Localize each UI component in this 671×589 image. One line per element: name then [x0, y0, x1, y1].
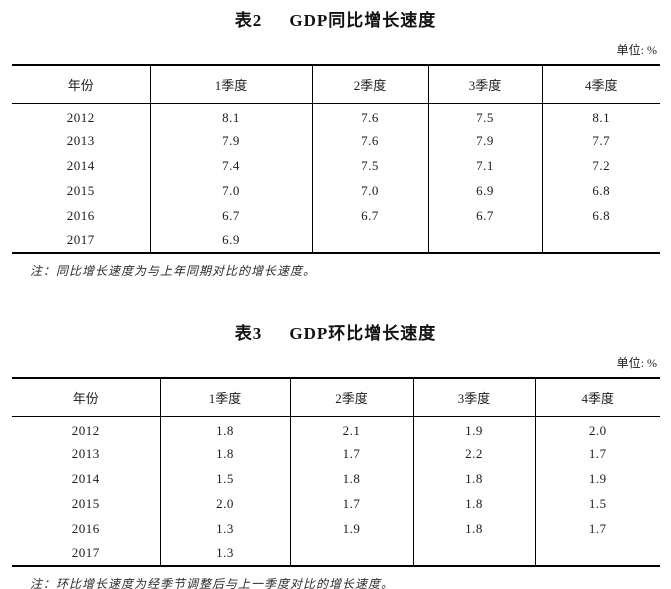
table-cell: 1.3 [159, 541, 290, 566]
table-cell: 1.8 [159, 416, 290, 441]
table-cell: 1.7 [289, 441, 413, 466]
table-cell: 2013 [71, 445, 100, 461]
column-header-q2: 2季度 [311, 65, 428, 104]
table-cell: 7.5 [427, 103, 542, 128]
table-row: 2014 1.5 1.8 1.8 1.9 [12, 466, 660, 491]
table-cell: 7.7 [541, 128, 660, 153]
table-cell: 2014 [66, 157, 95, 173]
table-header-row: 年份 1季度 2季度 3季度 4季度 [12, 378, 660, 417]
table-cell: 1.5 [159, 466, 290, 491]
table-cell: 7.5 [311, 153, 428, 178]
table-row: 2015 7.0 7.0 6.9 6.8 [12, 178, 660, 203]
table-cell: 1.3 [159, 516, 290, 541]
table-cell: 1.8 [159, 441, 290, 466]
table-cell: 2017 [71, 545, 100, 560]
table-cell: 6.7 [149, 203, 312, 228]
table-cell: 7.6 [311, 128, 428, 153]
column-header-year: 年份 [12, 378, 160, 417]
table-cell: 2013 [66, 132, 95, 148]
table2-note: 注：同比增长速度为与上年同期对比的增长速度。 [30, 264, 317, 278]
section-gdp-yoy: 表2 GDP同比增长速度 单位: % 年份 1季度 2季度 3季度 4季度 201… [0, 0, 671, 279]
table-cell [541, 228, 660, 253]
table-cell: 2016 [66, 207, 95, 223]
table2-title: 表2 GDP同比增长速度 [0, 0, 671, 32]
table-cell: 8.1 [541, 103, 660, 128]
table-cell: 1.9 [412, 416, 535, 441]
table-row: 2016 1.3 1.9 1.8 1.7 [12, 516, 660, 541]
table-cell: 1.5 [534, 491, 660, 516]
table-cell: 2.0 [159, 491, 290, 516]
table-row: 2014 7.4 7.5 7.1 7.2 [12, 153, 660, 178]
table-cell: 2.1 [289, 416, 413, 441]
table-cell: 7.6 [311, 103, 428, 128]
table-row: 2012 1.8 2.1 1.9 2.0 [12, 416, 660, 441]
table-cell: 7.2 [541, 153, 660, 178]
table-cell: 2012 [66, 109, 95, 125]
table-cell: 1.8 [412, 466, 535, 491]
table-cell: 2.2 [412, 441, 535, 466]
column-header-year: 年份 [12, 65, 150, 104]
column-header-q3: 3季度 [412, 378, 535, 417]
table-cell: 2017 [66, 232, 95, 247]
table-cell: 1.8 [289, 466, 413, 491]
table2-title-text: GDP同比增长速度 [289, 11, 437, 30]
table-row: 2017 1.3 [12, 541, 660, 566]
table-cell: 1.9 [289, 516, 413, 541]
table-row: 2013 1.8 1.7 2.2 1.7 [12, 441, 660, 466]
table-cell [289, 541, 413, 566]
table-row: 2016 6.7 6.7 6.7 6.8 [12, 203, 660, 228]
table-row: 2015 2.0 1.7 1.8 1.5 [12, 491, 660, 516]
table-cell: 7.0 [311, 178, 428, 203]
column-header-q4: 4季度 [541, 65, 660, 104]
section-gdp-qoq: 表3 GDP环比增长速度 单位: % 年份 1季度 2季度 3季度 4季度 201… [0, 313, 671, 589]
table-cell: 2015 [71, 495, 100, 511]
table-cell: 1.8 [412, 516, 535, 541]
table3-title-text: GDP环比增长速度 [289, 324, 437, 343]
table-cell: 2015 [66, 182, 95, 198]
column-header-q4: 4季度 [534, 378, 660, 417]
table-cell [427, 228, 542, 253]
column-header-q1: 1季度 [159, 378, 290, 417]
table-cell: 8.1 [149, 103, 312, 128]
table-cell: 2012 [71, 422, 100, 438]
table-cell: 1.7 [289, 491, 413, 516]
table-cell [311, 228, 428, 253]
column-header-q3: 3季度 [427, 65, 542, 104]
table-cell: 6.7 [311, 203, 428, 228]
table3-unit-label: 单位: % [616, 356, 657, 370]
table-cell [412, 541, 535, 566]
column-header-q2: 2季度 [289, 378, 413, 417]
table-cell: 2016 [71, 520, 100, 536]
table3-number: 表3 [234, 324, 263, 343]
table3-note: 注：环比增长速度为经季节调整后与上一季度对比的增长速度。 [30, 577, 395, 589]
table-header-row: 年份 1季度 2季度 3季度 4季度 [12, 65, 660, 104]
table3-title: 表3 GDP环比增长速度 [0, 313, 671, 345]
table-cell: 6.7 [427, 203, 542, 228]
table-cell: 6.9 [149, 228, 312, 253]
table-cell: 7.9 [427, 128, 542, 153]
table-cell: 6.8 [541, 203, 660, 228]
table-row: 2012 8.1 7.6 7.5 8.1 [12, 103, 660, 128]
table-row: 2017 6.9 [12, 228, 660, 253]
table-cell: 1.9 [534, 466, 660, 491]
table2-number: 表2 [234, 11, 263, 30]
table2-unit-label: 单位: % [616, 43, 657, 57]
column-header-q1: 1季度 [149, 65, 312, 104]
table-cell: 2.0 [534, 416, 660, 441]
table-cell: 7.9 [149, 128, 312, 153]
table-cell: 2014 [71, 470, 100, 486]
table-row: 2013 7.9 7.6 7.9 7.7 [12, 128, 660, 153]
table-cell: 1.7 [534, 516, 660, 541]
table-cell: 7.0 [149, 178, 312, 203]
table-cell: 7.4 [149, 153, 312, 178]
table-cell: 1.7 [534, 441, 660, 466]
table-cell: 6.8 [541, 178, 660, 203]
table-gdp-qoq: 年份 1季度 2季度 3季度 4季度 2012 1.8 2.1 1.9 2.0 2013 1… [12, 377, 660, 567]
table-cell [534, 541, 660, 566]
table-cell: 7.1 [427, 153, 542, 178]
table-cell: 6.9 [427, 178, 542, 203]
table-cell: 1.8 [412, 491, 535, 516]
table-gdp-yoy: 年份 1季度 2季度 3季度 4季度 2012 8.1 7.6 7.5 8.1 2013 7… [12, 64, 660, 254]
